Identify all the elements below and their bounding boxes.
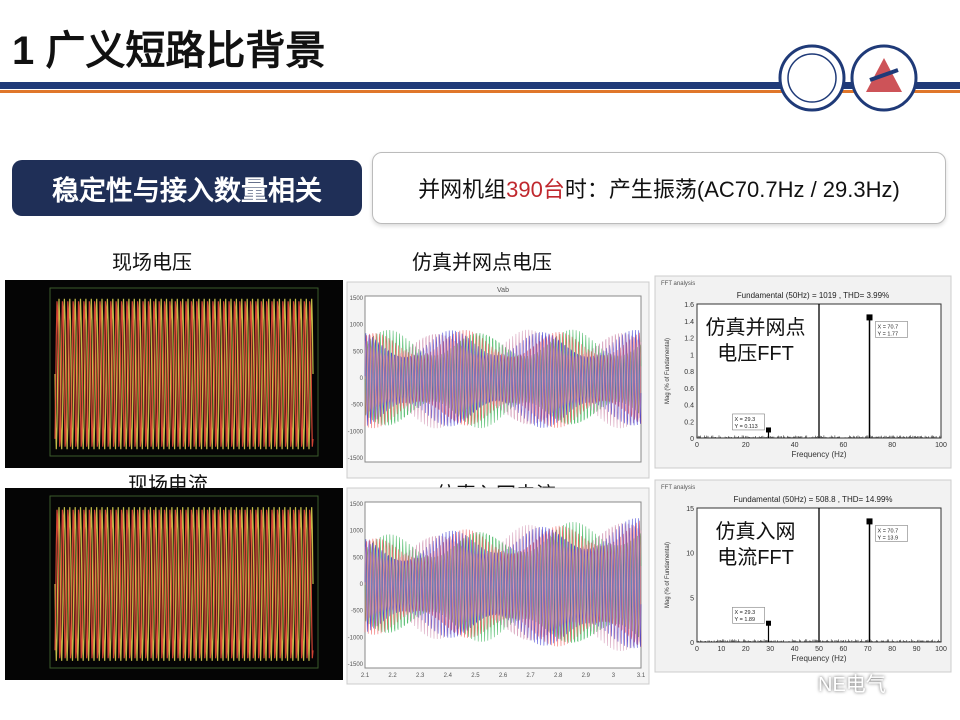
y-tick-label: 1.6 xyxy=(684,302,694,309)
fft-overlay: 电流FFT xyxy=(717,546,794,569)
fft-title: Fundamental (50Hz) = 1019 , THD= 3.99% xyxy=(737,291,889,300)
x-tick-label: 2.8 xyxy=(554,673,563,679)
x-tick-label: 10 xyxy=(718,646,726,653)
x-tick-label: 2.1 xyxy=(361,673,370,679)
x-tick-label: 60 xyxy=(840,646,848,653)
x-tick-label: 80 xyxy=(888,442,896,449)
y-tick-label: 0 xyxy=(690,640,694,647)
x-tick-label: 100 xyxy=(935,442,947,449)
y-tick-label: 1 xyxy=(690,352,694,359)
x-tick-label: 60 xyxy=(840,442,848,449)
y-tick-label: 0 xyxy=(690,436,694,443)
y-tick-label: 5 xyxy=(690,595,694,602)
y-tick-label: -1500 xyxy=(348,456,364,462)
marker-label: Y = 1.89 xyxy=(734,617,755,623)
peak-marker xyxy=(766,427,771,432)
x-tick-label: 2.3 xyxy=(416,673,425,679)
y-tick-label: 500 xyxy=(353,349,364,355)
y-tick-label: -500 xyxy=(351,609,364,615)
y-tick-label: -500 xyxy=(351,403,364,409)
x-axis-label: Frequency (Hz) xyxy=(791,450,846,459)
peak-marker xyxy=(766,621,771,626)
x-tick-label: 70 xyxy=(864,646,872,653)
x-tick-label: 30 xyxy=(766,646,774,653)
x-tick-label: 0 xyxy=(695,646,699,653)
y-tick-label: 1500 xyxy=(350,296,364,302)
y-tick-label: 1000 xyxy=(350,529,364,535)
marker-label: Y = 0.113 xyxy=(734,424,757,430)
y-tick-label: 0.2 xyxy=(684,419,694,426)
x-tick-label: 2.6 xyxy=(499,673,508,679)
y-tick-label: 500 xyxy=(353,555,364,561)
watermark: NE电气 xyxy=(818,668,886,697)
x-tick-label: 2.9 xyxy=(582,673,591,679)
x-axis-label: Frequency (Hz) xyxy=(791,654,846,663)
marker-label: X = 29.3 xyxy=(734,417,755,423)
fft-overlay: 仿真并网点 xyxy=(706,316,806,339)
y-tick-label: 0.8 xyxy=(684,369,694,376)
x-tick-label: 40 xyxy=(791,646,799,653)
marker-label: Y = 1.77 xyxy=(878,331,899,337)
x-tick-label: 20 xyxy=(742,442,750,449)
peak-marker xyxy=(867,314,873,320)
fft-overlay: 仿真入网 xyxy=(716,520,796,543)
y-tick-label: 1.4 xyxy=(684,319,694,326)
marker-label: X = 29.3 xyxy=(734,610,755,616)
x-tick-label: 0 xyxy=(695,442,699,449)
x-tick-label: 2.7 xyxy=(526,673,535,679)
y-tick-label: -1000 xyxy=(348,635,364,641)
x-tick-label: 50 xyxy=(815,646,823,653)
marker-label: X = 70.7 xyxy=(878,528,899,534)
x-tick-label: 3.1 xyxy=(637,673,646,679)
x-tick-label: 20 xyxy=(742,646,750,653)
y-tick-label: 10 xyxy=(686,551,694,558)
x-tick-label: 80 xyxy=(888,646,896,653)
y-axis-label: Mag (% of Fundamental) xyxy=(665,542,671,608)
fft-header: FFT analysis xyxy=(661,281,695,287)
y-tick-label: 0.4 xyxy=(684,403,694,410)
y-tick-label: -1000 xyxy=(348,429,364,435)
x-tick-label: 2.4 xyxy=(444,673,453,679)
x-tick-label: 100 xyxy=(935,646,947,653)
fft-overlay: 电压FFT xyxy=(717,342,794,365)
marker-label: X = 70.7 xyxy=(878,324,899,330)
x-tick-label: 2.5 xyxy=(471,673,480,679)
y-tick-label: 0.6 xyxy=(684,386,694,393)
x-tick-label: 2.2 xyxy=(388,673,397,679)
x-tick-label: 40 xyxy=(791,442,799,449)
y-tick-label: 1500 xyxy=(350,502,364,508)
x-tick-label: 90 xyxy=(913,646,921,653)
marker-label: Y = 13.9 xyxy=(878,535,899,541)
y-tick-label: 15 xyxy=(686,506,694,513)
fft-header: FFT analysis xyxy=(661,485,695,491)
y-axis-label: Mag (% of Fundamental) xyxy=(665,338,671,404)
y-tick-label: 1000 xyxy=(350,323,364,329)
y-tick-label: -1500 xyxy=(348,662,364,668)
fft-title: Fundamental (50Hz) = 508.8 , THD= 14.99% xyxy=(733,495,892,504)
peak-marker xyxy=(867,518,873,524)
y-tick-label: 1.2 xyxy=(684,336,694,343)
plot-title: Vab xyxy=(497,287,509,294)
